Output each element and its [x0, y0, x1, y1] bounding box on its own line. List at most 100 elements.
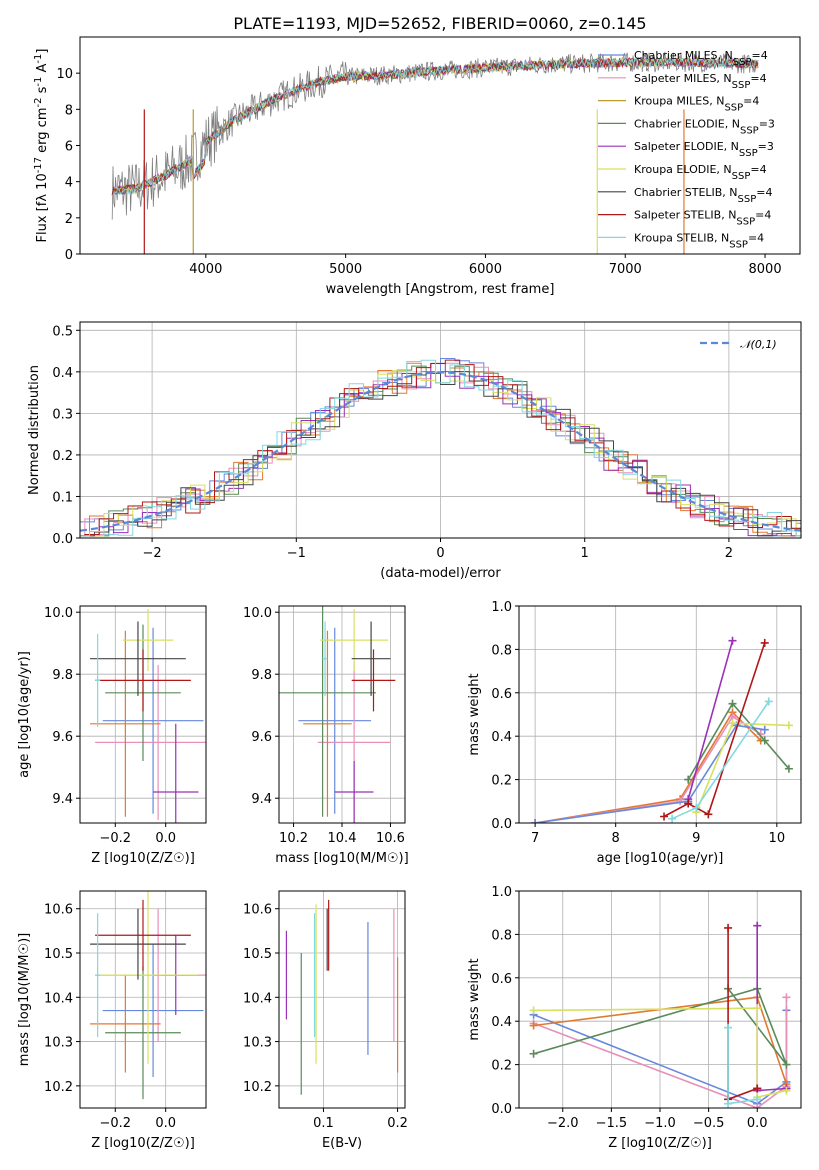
- legend-label: Chabrier ELODIE, NSSP=3: [634, 117, 775, 135]
- legend-label: Chabrier STELIB, NSSP=4: [634, 186, 773, 205]
- mass-weight-series: [692, 719, 793, 817]
- series-marker: [724, 1023, 733, 1032]
- y-axis-label: Normed distribution: [27, 365, 42, 495]
- plot-area: [111, 51, 759, 254]
- plot-area: [519, 606, 801, 823]
- mass-weight-series: [660, 638, 769, 821]
- axes-frame: [278, 605, 406, 824]
- series-marker: [728, 719, 737, 728]
- series-marker: [529, 1049, 538, 1058]
- y-tick-label: 0: [65, 248, 73, 263]
- x-axis-label: age [log10(age/yr)]: [597, 851, 724, 866]
- series-marker: [668, 814, 677, 823]
- legend-label: 𝒩(0,1): [740, 338, 777, 351]
- y-tick-label: 0.3: [52, 407, 73, 422]
- y-tick-label: 10.3: [44, 1036, 73, 1051]
- y-tick-label: 0.4: [491, 1015, 512, 1030]
- y-tick-label: 0.0: [491, 1102, 512, 1117]
- y-tick-label: 0.1: [52, 490, 73, 505]
- series-marker: [529, 1006, 538, 1015]
- y-tick-label: 10.4: [243, 991, 272, 1006]
- panel-mass_vs_Z: −0.2 0.0 10.2 10.3 10.4 10.5 10.6 Z [log10(Z/Z☉…: [17, 890, 207, 1151]
- series-marker: [782, 1086, 791, 1095]
- series-marker: [753, 921, 762, 930]
- y-tick-label: 10.2: [44, 1080, 73, 1095]
- panel-residuals: −2 −1 0 1 2 0.0 0.1 0.2 0.3 0.4 0.5 (data-model)/er…: [27, 321, 802, 581]
- data-point: [90, 630, 161, 817]
- x-tick-label: 0.2: [387, 1116, 408, 1131]
- y-tick-label: 1.0: [491, 885, 512, 900]
- y-tick-label: 0.2: [491, 774, 512, 789]
- y-tick-label: 0.2: [52, 449, 73, 464]
- axes-frame: [518, 605, 802, 824]
- y-axis-label: mass [log10(M/M☉)]: [17, 933, 32, 1066]
- series-marker: [782, 1060, 791, 1069]
- data-point: [153, 723, 199, 823]
- series-line: [534, 724, 765, 823]
- x-axis-label: E(B-V): [322, 1136, 362, 1151]
- series-marker: [684, 775, 693, 784]
- series-marker: [753, 1004, 762, 1013]
- y-tick-label: 10.5: [243, 947, 272, 962]
- panel-mass_weight_vs_Z: −2.0 −1.5 −1.0 −0.5 0.0 0.0 0.2 0.4 0.6 0.8 1.0 Z […: [467, 885, 802, 1151]
- series-line: [533, 997, 788, 1108]
- model-spectrum-line: [111, 57, 759, 196]
- y-tick-label: 9.6: [251, 730, 272, 745]
- y-tick-label: 4: [65, 176, 73, 191]
- series-marker: [764, 697, 773, 706]
- series-line: [687, 702, 790, 781]
- series-marker: [782, 993, 791, 1002]
- y-tick-label: 10.3: [243, 1036, 272, 1051]
- plot-area: [519, 891, 801, 1108]
- axes-frame: [79, 605, 207, 824]
- series-marker: [724, 1099, 733, 1108]
- panel-spectrum: 4000 5000 6000 7000 8000 0 2 4 6 8 10 wavelength [A…: [33, 36, 801, 297]
- plot-area: [80, 891, 206, 1108]
- x-tick-label: −2.0: [547, 1116, 579, 1131]
- y-axis-label: Flux [fλ 10-17 erg cm-2 s-1 A-1]: [33, 49, 51, 243]
- y-tick-label: 0.4: [52, 366, 73, 381]
- data-point: [334, 761, 374, 823]
- x-tick-label: 0.0: [747, 1116, 768, 1131]
- legend-label: Salpeter ELODIE, NSSP=3: [634, 140, 774, 159]
- plot-area: [80, 606, 206, 823]
- series-marker: [760, 638, 769, 647]
- plot-area: [80, 322, 801, 538]
- x-tick-label: 4000: [189, 262, 222, 277]
- x-tick-label: 0.0: [155, 831, 176, 846]
- figure-title: PLATE=1193, MJD=52652, FIBERID=0060, z=0…: [233, 14, 646, 33]
- axes-frame: [79, 36, 801, 255]
- series-marker: [728, 636, 737, 645]
- y-tick-label: 1.0: [491, 600, 512, 615]
- axes-frame: [79, 321, 802, 539]
- y-tick-label: 0.8: [491, 643, 512, 658]
- y-tick-label: 0.0: [52, 532, 73, 547]
- x-tick-label: 8000: [749, 262, 782, 277]
- residual-histogram: [80, 362, 801, 537]
- axes-frame: [518, 890, 802, 1109]
- x-axis-label: Z [log10(Z/Z☉)]: [608, 1136, 712, 1151]
- x-tick-label: 0: [436, 546, 444, 561]
- y-tick-label: 9.4: [52, 792, 73, 807]
- series-marker: [704, 810, 713, 819]
- x-tick-label: 10: [769, 831, 786, 846]
- x-tick-label: 6000: [469, 262, 502, 277]
- panel-age_vs_mass: 10.2 10.4 10.6 9.4 9.6 9.8 10.0 mass [log10(M/M…: [243, 605, 409, 866]
- series-marker: [724, 923, 733, 932]
- x-tick-label: 7: [531, 831, 539, 846]
- mass-weight-series: [724, 1023, 762, 1108]
- data-point: [95, 664, 206, 820]
- plot-area: [279, 606, 405, 823]
- x-tick-label: 7000: [609, 262, 642, 277]
- x-tick-label: −1.5: [596, 1116, 628, 1131]
- series-marker: [753, 1095, 762, 1104]
- series-marker: [531, 819, 540, 823]
- data-point: [102, 627, 204, 814]
- residual-histogram: [80, 370, 801, 537]
- y-axis-label: mass weight: [467, 673, 482, 755]
- y-tick-label: 0.6: [491, 687, 512, 702]
- series-marker: [760, 736, 769, 745]
- panel-age_vs_Z: −0.2 0.0 9.4 9.6 9.8 10.0 Z [log10(Z/Z☉)] age […: [17, 605, 207, 866]
- x-tick-label: 8: [612, 831, 620, 846]
